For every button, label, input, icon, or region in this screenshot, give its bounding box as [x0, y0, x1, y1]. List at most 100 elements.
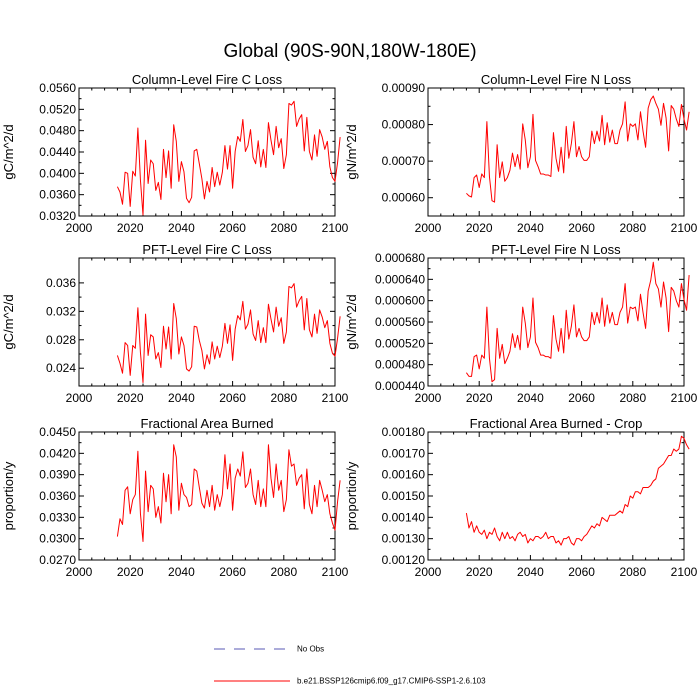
y-tick-label: 0.0320	[39, 209, 76, 223]
x-tick-label: 2100	[671, 565, 698, 579]
x-tick-label: 2100	[671, 221, 698, 235]
x-tick-label: 2000	[415, 221, 442, 235]
x-tick-label: 2020	[117, 565, 144, 579]
x-tick-label: 2060	[219, 391, 246, 405]
series-line	[116, 444, 341, 543]
y-tick-label: 0.036	[46, 276, 76, 290]
plot-frame	[427, 431, 685, 561]
chart-panel-2: Column-Level Fire N Loss 2000 2020 2040 2060…	[344, 72, 698, 235]
y-tick-label: 0.028	[46, 333, 76, 347]
y-tick-label: 0.000600	[375, 294, 425, 308]
y-tick-label: 0.0300	[39, 532, 76, 546]
x-tick-label: 2080	[619, 221, 646, 235]
y-axis-label: proportion/y	[1, 461, 16, 530]
series-line	[465, 261, 690, 383]
x-tick-label: 2040	[517, 565, 544, 579]
x-tick-label: 2040	[517, 391, 544, 405]
figure-title: Global (90S-90N,180W-180E)	[223, 41, 476, 62]
y-axis-label: gN/m^2/d	[344, 124, 359, 179]
y-tick-label: 0.024	[46, 361, 76, 375]
x-tick-label: 2040	[517, 221, 544, 235]
x-tick-label: 2080	[270, 221, 297, 235]
series-line	[116, 100, 341, 216]
y-axis-label: gC/m^2/d	[1, 124, 16, 179]
y-tick-label: 0.00130	[382, 532, 426, 546]
y-tick-label: 0.00140	[382, 510, 426, 524]
y-axis-label: proportion/y	[344, 461, 359, 530]
y-tick-label: 0.00080	[382, 118, 426, 132]
panels: Column-Level Fire C Loss 2000 2020 2040 2060…	[1, 72, 698, 579]
x-tick-label: 2080	[270, 391, 297, 405]
series-line	[116, 283, 341, 383]
y-tick-label: 0.0480	[39, 124, 76, 138]
chart-panel-5: Fractional Area Burned 2000 2020 2040 2060 20…	[1, 416, 349, 579]
y-tick-label: 0.0270	[39, 553, 76, 567]
chart-panel-4: PFT-Level Fire N Loss 2000 2020 2040 2060 208…	[344, 242, 698, 405]
y-tick-label: 0.000520	[375, 336, 425, 350]
x-tick-label: 2020	[117, 221, 144, 235]
panel-title: Fractional Area Burned - Crop	[470, 416, 643, 431]
series-line	[466, 95, 690, 203]
x-tick-label: 2020	[117, 391, 144, 405]
y-tick-label: 0.00090	[382, 81, 426, 95]
y-tick-label: 0.000560	[375, 315, 425, 329]
y-tick-label: 0.0390	[39, 468, 76, 482]
x-tick-label: 2060	[568, 565, 595, 579]
y-tick-label: 0.00170	[382, 446, 426, 460]
x-tick-label: 2060	[568, 221, 595, 235]
x-tick-label: 2000	[66, 221, 93, 235]
y-tick-label: 0.000440	[375, 379, 425, 393]
y-tick-label: 0.0420	[39, 446, 76, 460]
y-tick-label: 0.0360	[39, 188, 76, 202]
y-tick-label: 0.0330	[39, 510, 76, 524]
plot-frame	[427, 87, 685, 217]
x-tick-label: 2080	[619, 391, 646, 405]
x-tick-label: 2040	[168, 565, 195, 579]
x-tick-label: 2000	[66, 565, 93, 579]
y-tick-label: 0.0400	[39, 166, 76, 180]
x-tick-label: 2040	[168, 391, 195, 405]
y-tick-label: 0.000680	[375, 251, 425, 265]
y-axis-label: gN/m^2/d	[344, 294, 359, 349]
y-tick-label: 0.00070	[382, 154, 426, 168]
y-tick-label: 0.0520	[39, 102, 76, 116]
y-tick-label: 0.00060	[382, 191, 426, 205]
y-tick-label: 0.000640	[375, 272, 425, 286]
x-tick-label: 2060	[219, 221, 246, 235]
x-tick-label: 2000	[415, 391, 442, 405]
legend: No Obs b.e21.BSSP126cmip6.f09_g17.CMIP6-…	[214, 645, 486, 686]
x-tick-label: 2100	[322, 221, 349, 235]
y-tick-label: 0.0440	[39, 145, 76, 159]
panel-title: Fractional Area Burned	[141, 416, 274, 431]
y-tick-label: 0.032	[46, 304, 76, 318]
plot-frame	[78, 431, 336, 561]
chart-panel-1: Column-Level Fire C Loss 2000 2020 2040 2060…	[1, 72, 349, 235]
legend-case-label: b.e21.BSSP126cmip6.f09_g17.CMIP6-SSP1-2.…	[297, 677, 486, 686]
x-tick-label: 2020	[466, 565, 493, 579]
x-tick-label: 2000	[66, 391, 93, 405]
y-tick-label: 0.0450	[39, 425, 76, 439]
chart-panel-3: PFT-Level Fire C Loss 2000 2020 2040 2060 208…	[1, 242, 349, 405]
x-tick-label: 2020	[466, 391, 493, 405]
panel-title: PFT-Level Fire C Loss	[142, 242, 272, 257]
x-tick-label: 2100	[671, 391, 698, 405]
plot-frame	[78, 87, 336, 217]
chart-panel-6: Fractional Area Burned - Crop 2000 2020 204…	[344, 416, 698, 579]
x-tick-label: 2060	[568, 391, 595, 405]
y-tick-label: 0.00180	[382, 425, 426, 439]
panel-title: Column-Level Fire N Loss	[481, 72, 632, 87]
x-tick-label: 2080	[619, 565, 646, 579]
plot-frame	[78, 257, 336, 387]
series-line	[465, 435, 690, 546]
x-tick-label: 2020	[466, 221, 493, 235]
y-tick-label: 0.0360	[39, 489, 76, 503]
x-tick-label: 2080	[270, 565, 297, 579]
y-tick-label: 0.0560	[39, 81, 76, 95]
x-tick-label: 2100	[322, 565, 349, 579]
y-tick-label: 0.00120	[382, 553, 426, 567]
y-axis-label: gC/m^2/d	[1, 294, 16, 349]
legend-no-obs-label: No Obs	[297, 645, 324, 654]
x-tick-label: 2060	[219, 565, 246, 579]
panel-title: Column-Level Fire C Loss	[132, 72, 283, 87]
